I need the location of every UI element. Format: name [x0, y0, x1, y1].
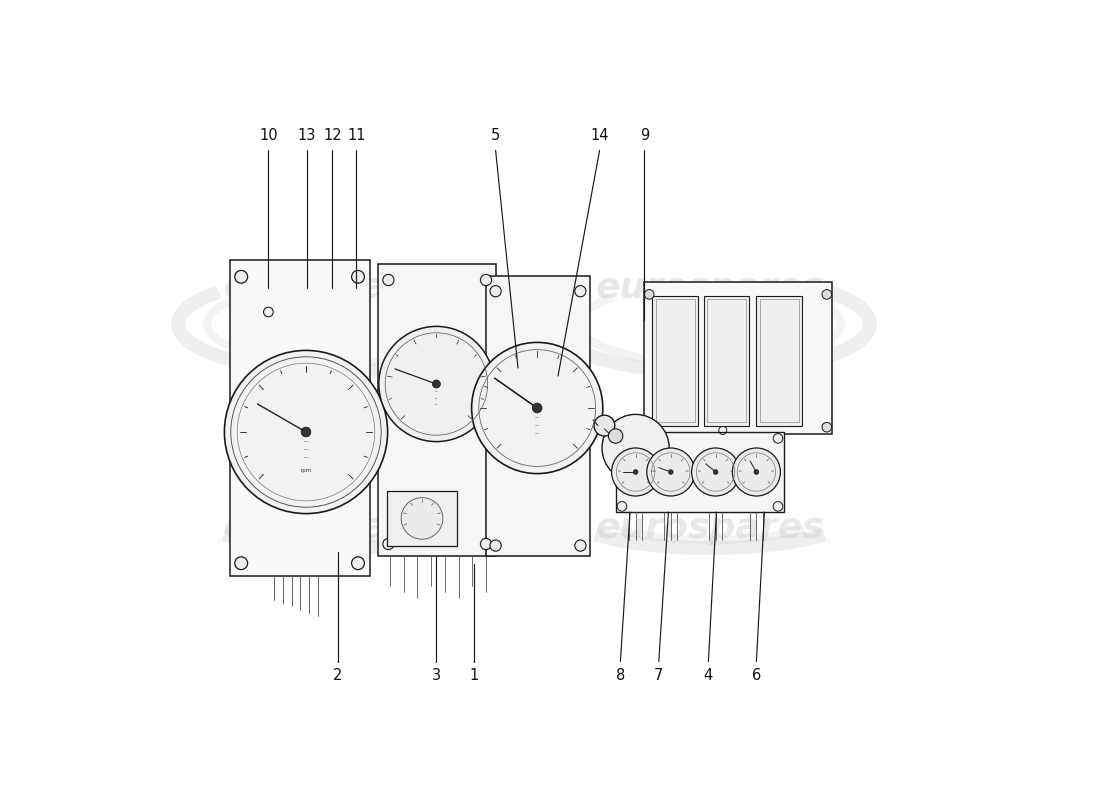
Circle shape [645, 422, 654, 432]
Circle shape [224, 350, 387, 514]
Circle shape [594, 415, 615, 436]
Bar [704, 296, 749, 426]
Circle shape [617, 434, 627, 443]
Circle shape [733, 448, 780, 496]
Circle shape [634, 470, 638, 474]
Circle shape [402, 498, 443, 539]
Circle shape [645, 290, 654, 299]
Circle shape [378, 326, 494, 442]
Text: 11: 11 [348, 129, 365, 143]
Circle shape [773, 434, 783, 443]
Circle shape [575, 286, 586, 297]
Circle shape [383, 538, 394, 550]
Circle shape [647, 448, 695, 496]
Bar [230, 260, 370, 576]
Text: eurospares: eurospares [596, 271, 824, 305]
Circle shape [692, 448, 739, 496]
Circle shape [301, 427, 311, 437]
Circle shape [383, 274, 394, 286]
Text: eurospares: eurospares [596, 511, 824, 545]
Text: --: -- [434, 390, 438, 394]
Circle shape [234, 270, 248, 283]
Circle shape [490, 286, 502, 297]
Text: 14: 14 [591, 129, 609, 143]
Circle shape [532, 403, 542, 413]
Circle shape [234, 557, 248, 570]
Bar [652, 296, 698, 426]
Circle shape [481, 538, 492, 550]
Circle shape [822, 422, 832, 432]
Circle shape [432, 380, 440, 388]
Circle shape [490, 540, 502, 551]
Circle shape [352, 557, 364, 570]
Text: 5: 5 [491, 129, 501, 143]
Bar [707, 299, 746, 422]
Bar [387, 491, 458, 546]
Text: 9: 9 [640, 129, 649, 143]
Text: 2: 2 [333, 669, 343, 683]
Text: 4: 4 [704, 669, 713, 683]
Circle shape [713, 470, 718, 474]
Bar [656, 299, 695, 422]
Text: 1: 1 [470, 669, 478, 683]
Text: rpm: rpm [300, 468, 311, 473]
Circle shape [612, 448, 660, 496]
Text: 13: 13 [298, 129, 316, 143]
Bar [378, 264, 496, 556]
Circle shape [481, 274, 492, 286]
Text: ---: --- [535, 431, 540, 436]
Text: 12: 12 [323, 129, 342, 143]
Text: ---: --- [304, 455, 309, 460]
Circle shape [754, 470, 759, 474]
Text: --: -- [434, 396, 438, 401]
Text: ---: --- [535, 423, 540, 428]
Circle shape [822, 290, 832, 299]
Bar [645, 282, 833, 434]
Text: 7: 7 [654, 669, 663, 683]
Text: ---: --- [535, 415, 540, 420]
Text: ---: --- [304, 439, 309, 444]
Circle shape [352, 270, 364, 283]
Text: eurospares: eurospares [223, 271, 452, 305]
Bar [486, 276, 590, 556]
Circle shape [472, 342, 603, 474]
Text: 8: 8 [616, 669, 625, 683]
Text: eurospares: eurospares [223, 511, 452, 545]
Circle shape [617, 502, 627, 511]
Circle shape [602, 414, 669, 482]
Bar [616, 432, 783, 512]
Bar [757, 296, 802, 426]
Text: 10: 10 [260, 129, 277, 143]
Text: --: -- [434, 402, 438, 407]
Text: ---: --- [304, 447, 309, 452]
Text: 3: 3 [432, 669, 441, 683]
Circle shape [773, 502, 783, 511]
Circle shape [669, 470, 673, 474]
Circle shape [575, 540, 586, 551]
Circle shape [608, 429, 623, 443]
Text: 6: 6 [751, 669, 761, 683]
Bar [760, 299, 799, 422]
